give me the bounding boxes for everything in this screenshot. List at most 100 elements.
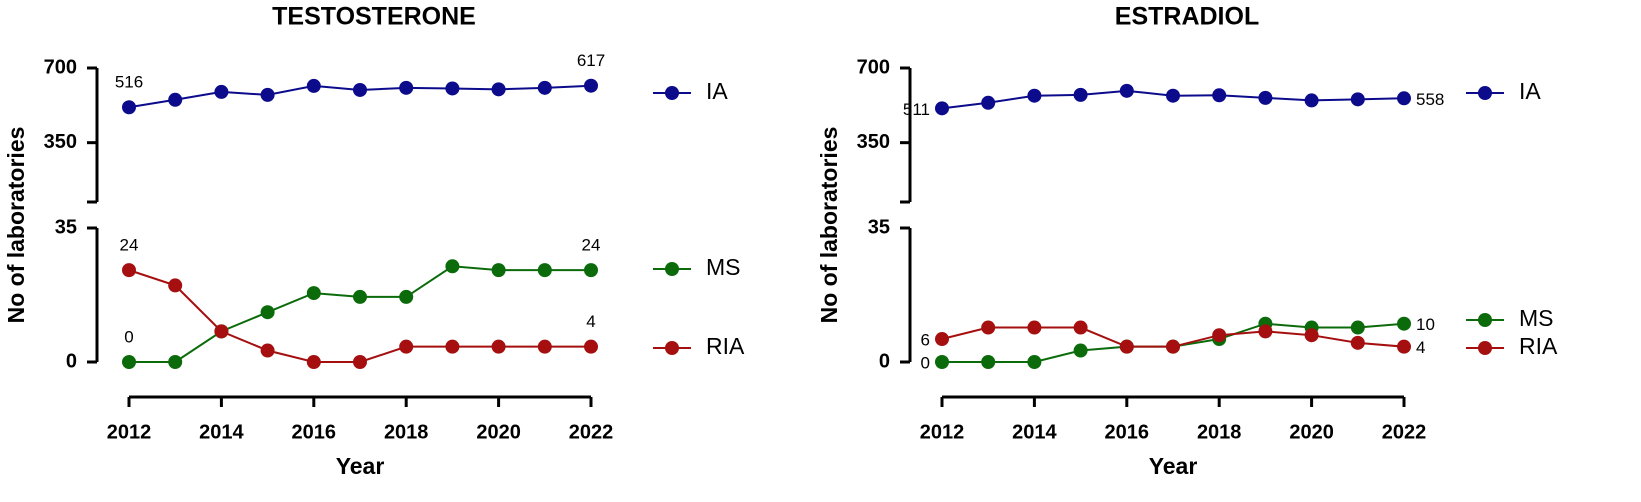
data-point bbox=[1397, 91, 1411, 106]
data-point bbox=[353, 289, 367, 304]
data-point bbox=[537, 80, 552, 95]
data-point bbox=[1350, 320, 1365, 335]
data-point bbox=[981, 355, 996, 369]
data-point bbox=[399, 80, 414, 95]
data-point bbox=[1304, 93, 1319, 108]
data-point bbox=[1212, 328, 1227, 343]
data-point bbox=[260, 87, 275, 102]
y2-tick-label: 350 bbox=[44, 131, 77, 153]
data-point bbox=[214, 324, 229, 339]
data-point bbox=[122, 100, 136, 115]
y2-tick-label: 350 bbox=[857, 131, 890, 153]
data-point bbox=[1350, 335, 1365, 350]
data-point bbox=[1073, 320, 1088, 335]
data-point bbox=[584, 78, 598, 93]
data-point bbox=[1119, 83, 1134, 98]
data-point bbox=[935, 332, 949, 347]
x-tick-label: 2016 bbox=[1105, 421, 1150, 443]
y-tick-label: 35 bbox=[55, 216, 77, 238]
x-tick-label: 2020 bbox=[1289, 421, 1334, 443]
x-tick-label: 2020 bbox=[476, 421, 521, 443]
data-point bbox=[445, 81, 460, 96]
legend-label: RIA bbox=[1519, 333, 1558, 359]
data-point bbox=[491, 263, 506, 278]
y2-tick-label: 700 bbox=[857, 56, 890, 78]
chart-title: ESTRADIOL bbox=[1115, 3, 1259, 31]
x-tick-label: 2022 bbox=[1382, 421, 1427, 443]
data-point bbox=[491, 82, 506, 97]
legend-label: MS bbox=[706, 254, 741, 280]
data-point bbox=[1258, 324, 1273, 339]
data-label: 617 bbox=[577, 51, 605, 70]
data-point bbox=[584, 339, 598, 354]
legend-label: IA bbox=[1519, 78, 1541, 104]
data-point bbox=[1212, 88, 1227, 103]
data-point bbox=[1397, 316, 1411, 331]
legend-label: RIA bbox=[706, 333, 745, 359]
data-label: 4 bbox=[586, 312, 595, 331]
x-tick-label: 2012 bbox=[107, 421, 152, 443]
data-point bbox=[353, 82, 367, 97]
data-point bbox=[214, 84, 229, 99]
data-point bbox=[1258, 90, 1273, 105]
data-label: 558 bbox=[1416, 90, 1444, 109]
data-label: 0 bbox=[921, 353, 930, 372]
data-point bbox=[1350, 92, 1365, 107]
data-label: 24 bbox=[120, 236, 139, 255]
x-axis-label: Year bbox=[1149, 453, 1198, 479]
x-tick-label: 2014 bbox=[199, 421, 244, 443]
data-label: 511 bbox=[903, 100, 930, 119]
data-point bbox=[1027, 320, 1042, 335]
data-point bbox=[491, 339, 506, 354]
data-point bbox=[260, 305, 275, 320]
data-point bbox=[981, 320, 996, 335]
legend-marker bbox=[1478, 313, 1492, 327]
y2-tick-label: 700 bbox=[44, 56, 77, 78]
data-point bbox=[1166, 88, 1180, 103]
data-point bbox=[168, 355, 183, 369]
data-point bbox=[306, 78, 321, 93]
legend-marker bbox=[1478, 341, 1492, 355]
chart-title: TESTOSTERONE bbox=[272, 3, 476, 31]
x-axis-label: Year bbox=[336, 453, 385, 479]
data-point bbox=[1027, 355, 1042, 369]
data-label: 10 bbox=[1416, 315, 1435, 334]
y-axis-label: No of laboratories bbox=[3, 127, 29, 324]
x-tick-label: 2022 bbox=[569, 421, 614, 443]
data-point bbox=[445, 339, 460, 354]
legend-marker bbox=[665, 262, 679, 276]
legend-label: IA bbox=[706, 78, 728, 104]
x-tick-label: 2012 bbox=[920, 421, 965, 443]
legend-label: MS bbox=[1519, 305, 1554, 331]
data-point bbox=[935, 355, 949, 369]
data-point bbox=[935, 101, 949, 116]
data-label: 516 bbox=[115, 73, 143, 92]
data-point bbox=[168, 278, 183, 293]
data-point bbox=[260, 343, 275, 358]
y-tick-label: 0 bbox=[879, 350, 890, 372]
x-tick-label: 2014 bbox=[1012, 421, 1057, 443]
data-point bbox=[584, 263, 598, 278]
data-point bbox=[981, 95, 996, 110]
y-tick-label: 35 bbox=[868, 216, 890, 238]
data-point bbox=[306, 286, 321, 301]
data-label: 6 bbox=[921, 331, 930, 350]
data-label: 0 bbox=[124, 327, 133, 346]
data-point bbox=[306, 355, 321, 369]
data-label: 24 bbox=[582, 236, 601, 255]
data-point bbox=[1166, 339, 1180, 354]
data-point bbox=[537, 263, 552, 278]
data-point bbox=[1119, 339, 1134, 354]
legend-marker bbox=[665, 341, 679, 355]
data-point bbox=[445, 259, 460, 274]
data-point bbox=[1304, 328, 1319, 343]
y-tick-label: 0 bbox=[66, 350, 77, 372]
x-tick-label: 2016 bbox=[292, 421, 337, 443]
data-point bbox=[1027, 88, 1042, 103]
x-tick-label: 2018 bbox=[384, 421, 429, 443]
data-point bbox=[353, 355, 367, 369]
data-point bbox=[399, 289, 414, 304]
data-point bbox=[537, 339, 552, 354]
data-point bbox=[1073, 87, 1088, 102]
